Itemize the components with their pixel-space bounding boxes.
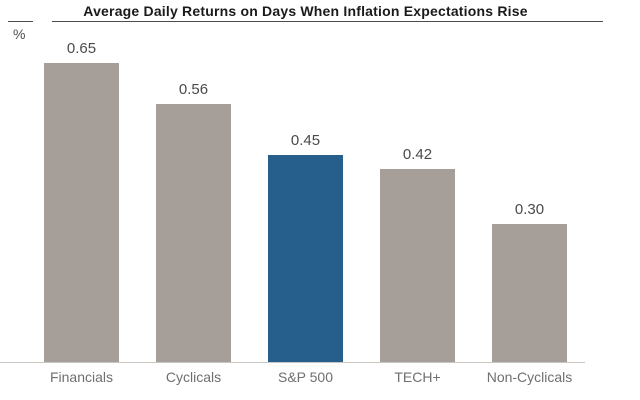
value-label-non-cyclicals: 0.30 [514,201,545,218]
value-label-s-p-500: 0.45 [290,132,321,149]
category-label-s-p-500: S&P 500 [277,369,333,385]
bar-non-cyclicals [492,224,567,362]
value-label-cyclicals: 0.56 [178,81,209,98]
category-label-tech: TECH+ [394,369,441,385]
category-label-financials: Financials [49,369,114,385]
title-underline [52,21,603,22]
x-axis-baseline [0,362,585,363]
bar-financials [44,63,119,362]
category-label-non-cyclicals: Non-Cyclicals [486,369,573,385]
header-rule-left-segment [8,21,33,22]
value-label-tech: 0.42 [402,146,433,163]
bar-tech [380,169,455,362]
y-axis-unit-label: % [13,26,26,42]
bar-cyclicals [156,104,231,362]
category-label-cyclicals: Cyclicals [165,369,222,385]
bar-s-p-500 [268,155,343,362]
value-label-financials: 0.65 [66,40,97,57]
chart-title: Average Daily Returns on Days When Infla… [83,3,528,19]
